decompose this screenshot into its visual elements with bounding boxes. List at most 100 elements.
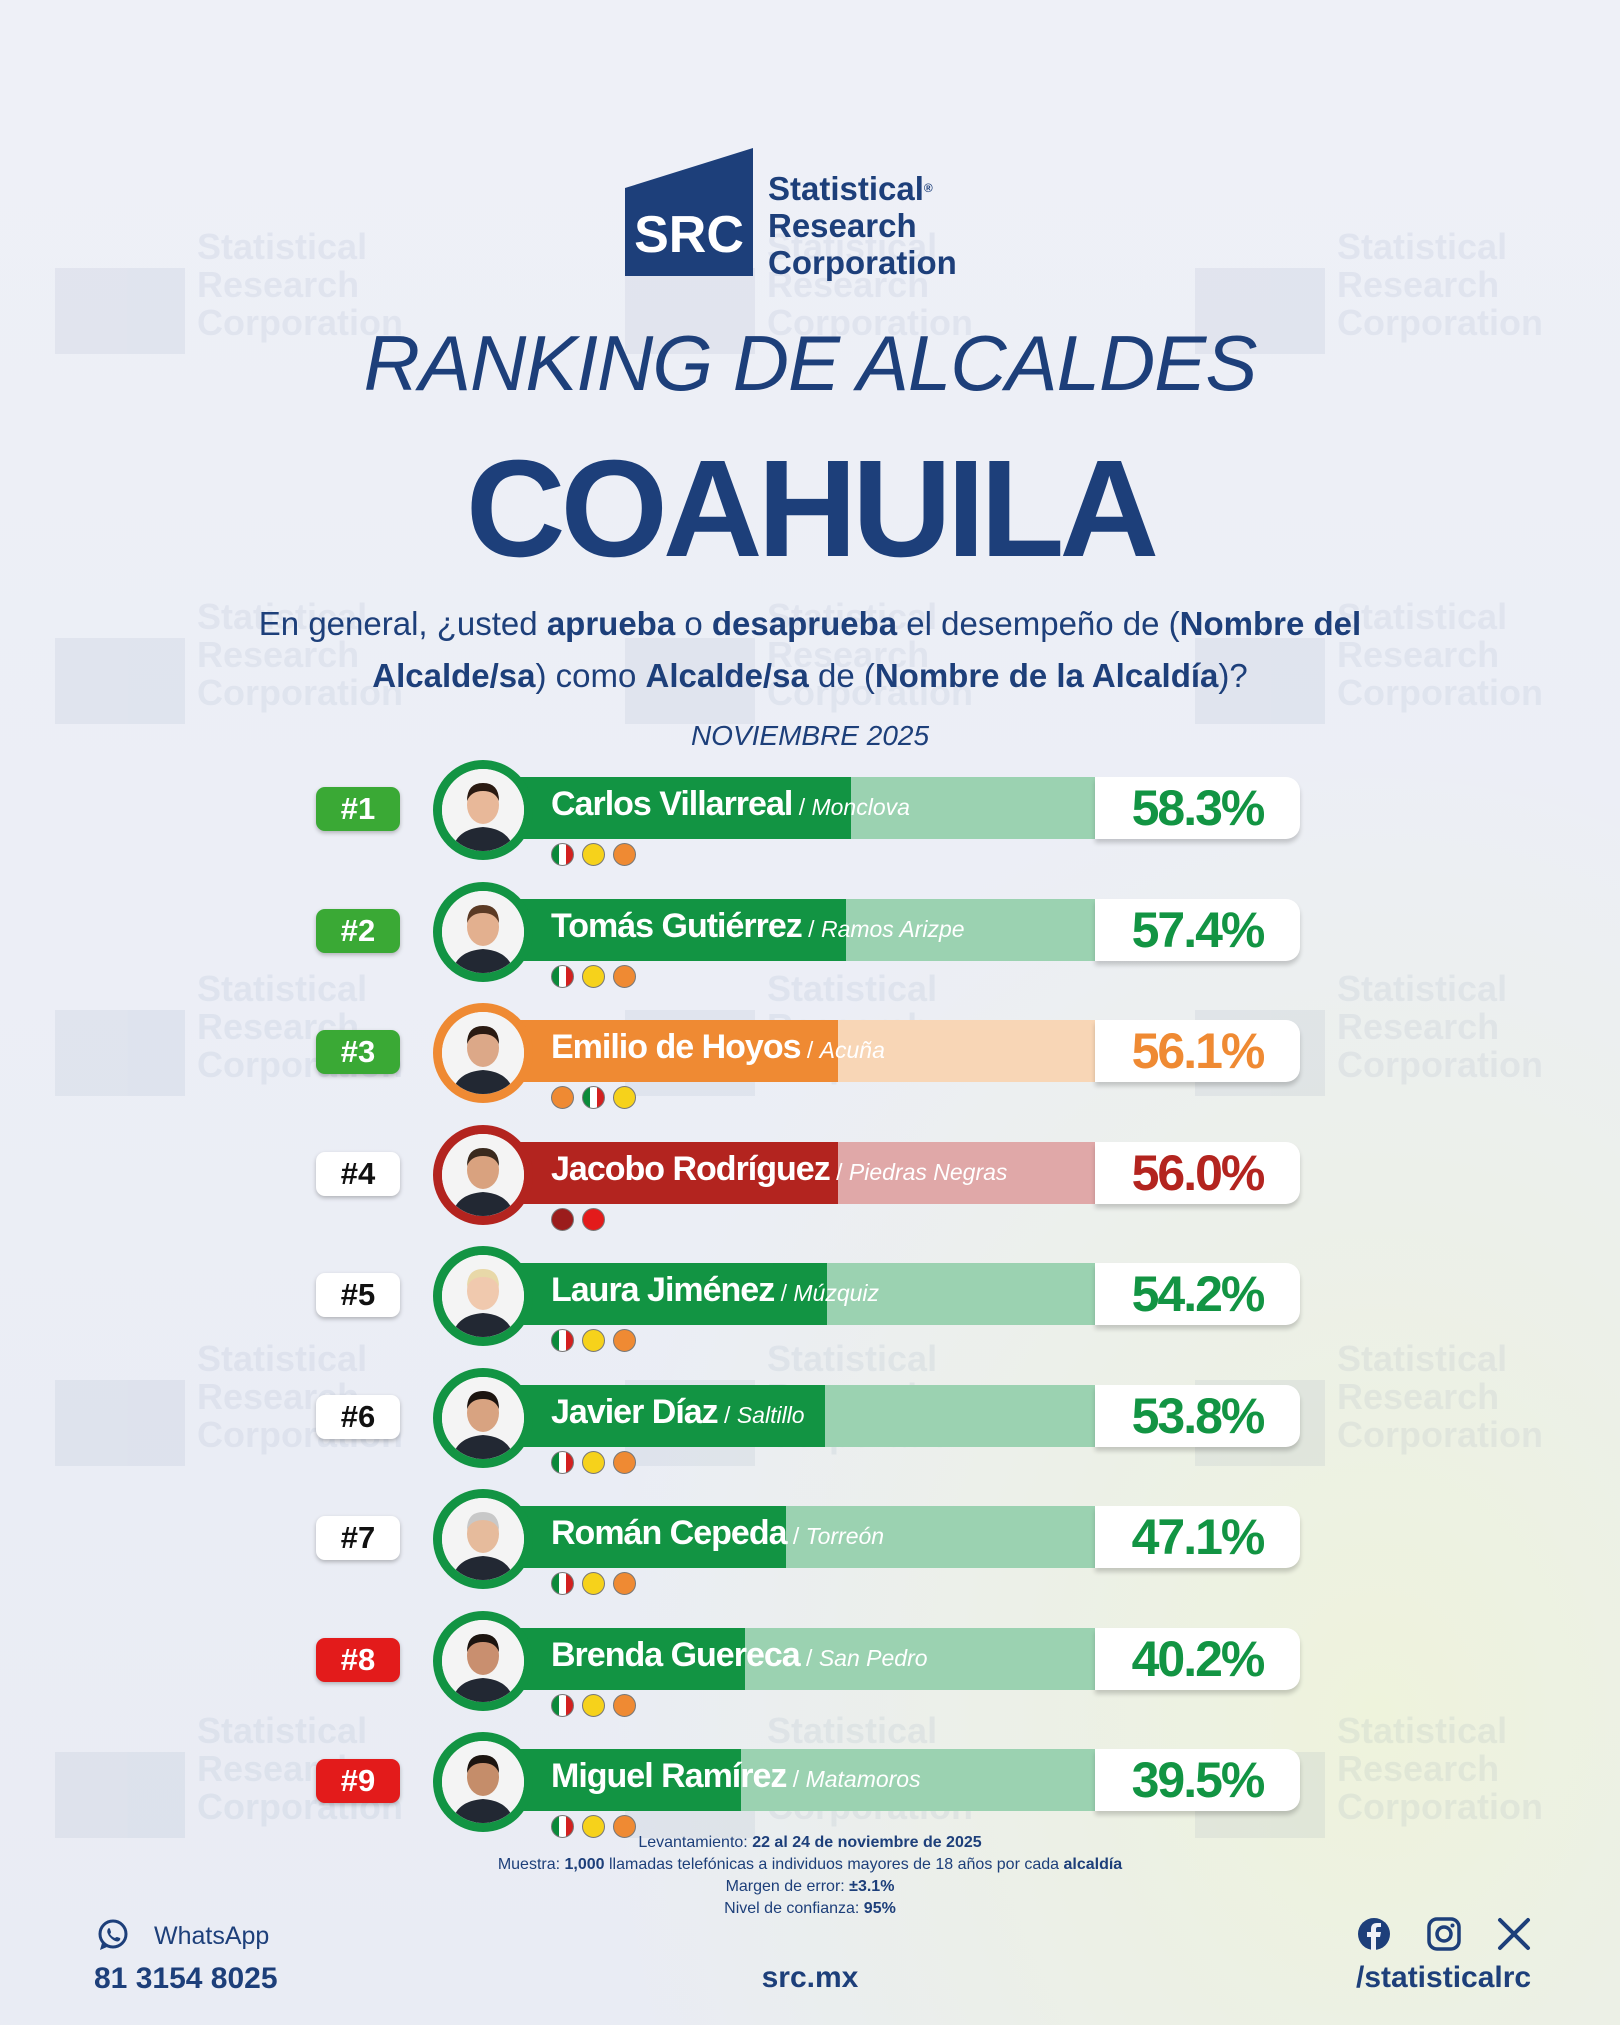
mayor-avatar [433,1732,533,1832]
x-icon[interactable] [1496,1916,1532,1952]
question-bold: Nombre de la Alcaldía [874,657,1219,694]
mayor-name-line: Carlos Villarreal / Monclova [551,785,910,824]
person-icon [442,769,524,851]
mayor-name-line: Emilio de Hoyos / Acuña [551,1028,885,1067]
udc-logo-icon [613,964,636,988]
ranking-title: RANKING DE ALCALDES [363,319,1258,407]
question-part: )? [1218,657,1248,694]
instagram-icon[interactable] [1426,1916,1462,1952]
phone-number[interactable]: 81 3154 8025 [94,1962,278,1995]
mayor-name: Carlos Villarreal [551,785,793,823]
name-separator: / [800,1037,820,1063]
src-logo-mark: SRC [625,148,753,276]
bar-track [510,1506,1095,1568]
bar-fill [510,1263,827,1325]
website-link[interactable]: src.mx [761,1961,859,1994]
logo-line-statistical: Statistical [768,170,924,207]
bar-fill [510,1384,825,1447]
party-logos [551,1207,613,1232]
bar-track [510,1141,1095,1204]
bar-fill [510,777,851,839]
note-sample: Muestra: 1,000 llamadas telefónicas a in… [497,1856,1123,1873]
pri-logo-icon [551,843,574,866]
approval-value: 40.2% [1095,1627,1300,1690]
prd-logo-icon [582,1693,605,1717]
question-part: En general, ¿usted [258,605,547,642]
approval-value: 54.2% [1095,1263,1300,1325]
name-separator: / [774,1280,794,1306]
name-separator: / [829,1158,849,1185]
mayor-avatar [433,1246,533,1346]
pri-logo-icon [551,1693,574,1717]
bar-fill [510,898,846,961]
state-title: COAHUILA [465,432,1159,586]
rank-badge: #8 [316,1637,400,1682]
bar-fill [510,1749,741,1811]
party-logos [551,1572,644,1596]
mayor-name: Tomás Gutiérrez [551,906,803,945]
pri-logo-icon [551,1450,574,1474]
question-part: o [675,605,712,642]
udc-logo-icon [613,1450,636,1474]
prd-logo-icon [582,964,605,988]
social-handle[interactable]: /statisticalrc [1356,1961,1532,1994]
approval-value: 56.0% [1095,1141,1300,1204]
facebook-icon[interactable] [1356,1916,1392,1952]
pri-logo-icon [551,964,574,988]
municipality-name: Múzquiz [793,1280,880,1306]
party-logos [551,1450,644,1475]
watermark-mark [55,638,185,724]
registered-mark: ® [923,181,933,195]
bar-fill [510,1020,838,1082]
name-separator: / [801,915,821,942]
person-icon [442,1012,524,1094]
party-logos [551,1329,644,1353]
bar-fill [510,1141,838,1204]
survey-period: NOVIEMBRE 2025 [690,720,930,751]
mayor-name-line: Tomás Gutiérrez / Ramos Arizpe [551,907,965,946]
note-confidence: Nivel de confianza: 95% [724,1900,896,1917]
note-margin: Margen de error: ±3.1% [725,1878,895,1895]
mayor-avatar [433,760,533,860]
methodology-notes: Levantamiento: 22 al 24 de noviembre de … [0,1832,1620,1920]
pri-logo-icon [551,1572,574,1595]
question-bold: Alcalde/sa [645,657,809,694]
party-logos [551,1086,644,1110]
question-bold: desaprueba [711,605,898,642]
ranking-row: #4 56.0% Jacobo Rodríguez / Piedras Negras [0,1120,1620,1232]
src-logo-letters: SRC [634,206,744,264]
bar-track [510,777,1095,839]
rank-badge: #9 [316,1759,400,1803]
municipality-name: Saltillo [736,1401,805,1428]
bar-track [510,1384,1095,1447]
rank-badge: #1 [316,787,400,831]
municipality-name: San Pedro [818,1644,928,1671]
municipality-name: Piedras Negras [848,1158,1008,1185]
mayor-avatar [433,881,533,982]
mayor-name: Román Cepeda [551,1514,787,1552]
mayor-name-line: Román Cepeda / Torreón [551,1514,884,1553]
municipality-name: Monclova [811,794,910,820]
udc-logo-icon [613,1329,636,1352]
prd-logo-icon [613,1086,636,1109]
party-logos [551,1693,644,1718]
name-separator: / [717,1401,737,1428]
bar-track [510,1627,1095,1690]
municipality-name: Ramos Arizpe [820,915,965,942]
name-separator: / [799,1644,819,1671]
mayor-name-line: Jacobo Rodríguez / Piedras Negras [551,1150,1007,1189]
ranking-row: #2 57.4% Tomás Gutiérrez / Ramos Arizpe [0,877,1620,988]
bar-track [510,1020,1095,1082]
mayor-avatar [433,1489,533,1589]
name-separator: / [792,794,812,820]
mayor-avatar [433,1610,533,1711]
ranking-row: #8 40.2% Brenda Guereca / San Pedro [0,1606,1620,1718]
social-icons [1356,1916,1536,1956]
municipality-name: Matamoros [805,1766,921,1792]
ranking-row: #3 56.1% Emilio de Hoyos / Acuña [0,998,1620,1110]
approval-value: 56.1% [1095,1020,1300,1082]
pri-logo-icon [551,1815,574,1838]
rank-badge: #7 [316,1516,400,1560]
bar-fill [510,1627,745,1690]
